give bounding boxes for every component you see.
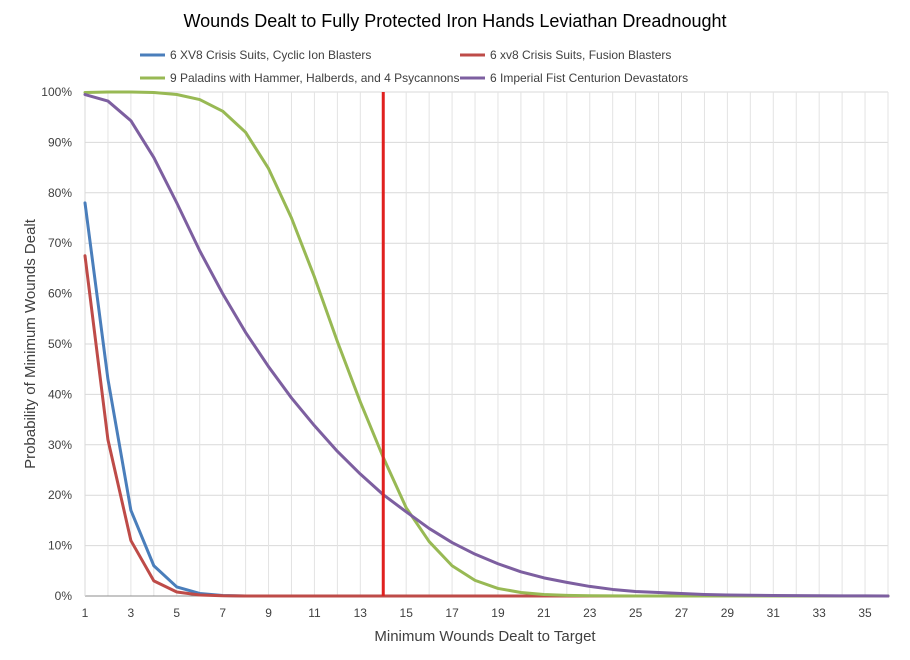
x-tick-label: 27: [675, 606, 689, 620]
x-tick-label: 11: [308, 606, 321, 620]
x-tick-label: 31: [767, 606, 781, 620]
x-tick-label: 29: [721, 606, 735, 620]
y-tick-label: 0%: [55, 589, 73, 603]
x-tick-label: 25: [629, 606, 643, 620]
x-tick-label: 17: [445, 606, 459, 620]
x-tick-label: 7: [219, 606, 226, 620]
legend-label-centurions: 6 Imperial Fist Centurion Devastators: [490, 71, 688, 85]
x-tick-label: 15: [400, 606, 414, 620]
y-tick-label: 60%: [48, 287, 72, 301]
legend-entry-centurions: 6 Imperial Fist Centurion Devastators: [460, 71, 688, 85]
y-tick-label: 20%: [48, 488, 72, 502]
y-tick-label: 30%: [48, 438, 72, 452]
y-tick-label: 40%: [48, 387, 72, 401]
gridlines: [84, 91, 889, 597]
x-tick-label: 3: [128, 606, 135, 620]
x-tick-label: 35: [858, 606, 872, 620]
x-tick-label: 19: [491, 606, 505, 620]
y-axis-title: Probability of Minimum Wounds Dealt: [22, 218, 39, 469]
legend-label-xv8-cyclic-ion: 6 XV8 Crisis Suits, Cyclic Ion Blasters: [170, 48, 371, 62]
x-tick-label: 21: [537, 606, 551, 620]
x-tick-label: 23: [583, 606, 597, 620]
y-axis-ticks: 0% 10% 20% 30% 40% 50% 60% 70% 80% 90% 100%: [41, 85, 72, 603]
x-tick-label: 5: [173, 606, 180, 620]
x-tick-label: 13: [354, 606, 368, 620]
x-axis-title: Minimum Wounds Dealt to Target: [374, 628, 596, 645]
y-tick-label: 50%: [48, 337, 72, 351]
legend: 6 XV8 Crisis Suits, Cyclic Ion Blasters …: [140, 48, 688, 85]
y-tick-label: 70%: [48, 236, 72, 250]
legend-entry-xv8-cyclic-ion: 6 XV8 Crisis Suits, Cyclic Ion Blasters: [140, 48, 371, 62]
y-tick-label: 90%: [48, 135, 72, 149]
series-line-6-imperial-fist-centurion-devastators: [83, 93, 890, 598]
y-tick-label: 100%: [41, 85, 72, 99]
x-axis-ticks: 1 3 5 7 9 11 13 15 17 19 21 23 25 27 29 31 33 35: [82, 606, 872, 620]
legend-label-paladins: 9 Paladins with Hammer, Halberds, and 4 …: [170, 71, 459, 85]
y-tick-label: 10%: [48, 539, 72, 553]
x-tick-label: 33: [812, 606, 826, 620]
chart-title: Wounds Dealt to Fully Protected Iron Han…: [184, 11, 727, 31]
series-layer: [83, 90, 890, 598]
x-tick-label: 1: [82, 606, 89, 620]
x-tick-label: 9: [265, 606, 272, 620]
y-tick-label: 80%: [48, 186, 72, 200]
legend-label-xv8-fusion: 6 xv8 Crisis Suits, Fusion Blasters: [490, 48, 671, 62]
legend-entry-paladins: 9 Paladins with Hammer, Halberds, and 4 …: [140, 71, 459, 85]
legend-entry-xv8-fusion: 6 xv8 Crisis Suits, Fusion Blasters: [460, 48, 671, 62]
